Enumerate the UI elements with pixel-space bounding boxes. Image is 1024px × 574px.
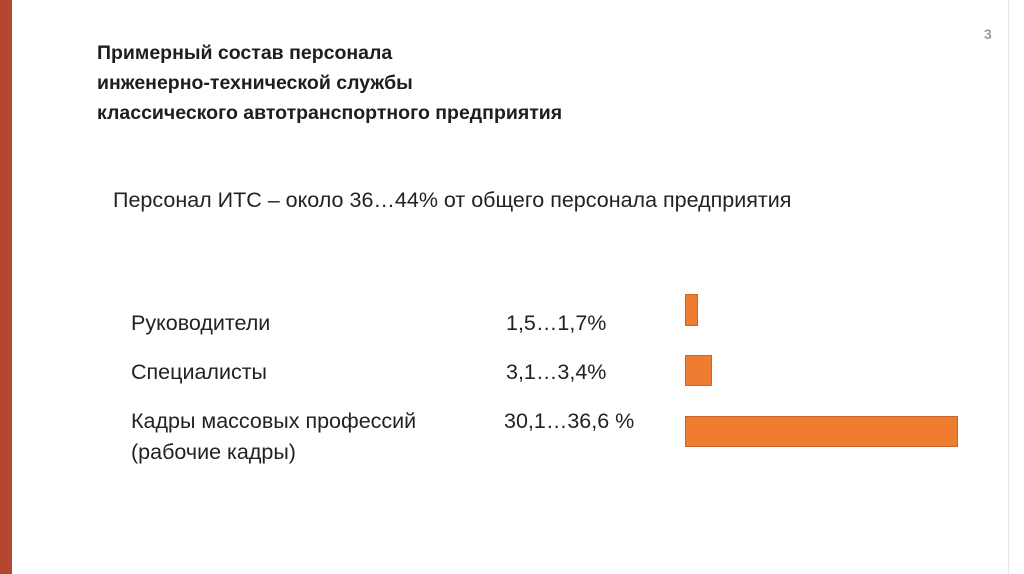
bar-specialists <box>685 355 712 386</box>
row-label-line-2: (рабочие кадры) <box>131 440 296 464</box>
row-label-line: Руководители <box>131 311 271 335</box>
row-label-managers: Руководители <box>131 308 270 339</box>
title-line-3: классического автотранспортного предприя… <box>97 102 563 124</box>
page-number: 3 <box>984 26 992 42</box>
right-divider-line <box>1008 0 1009 574</box>
title-line-2: инженерно-технической службы <box>97 72 413 94</box>
row-label-line-1: Кадры массовых профессий <box>131 409 417 433</box>
subtitle: Персонал ИТС – около 36…44% от общего пе… <box>113 188 792 212</box>
row-label-workers: Кадры массовых профессий (рабочие кадры) <box>131 406 416 468</box>
row-label-specialists: Специалисты <box>131 357 267 388</box>
bar-workers <box>685 416 958 447</box>
row-value-workers: 30,1…36,6 % <box>504 409 635 433</box>
row-label-line: Специалисты <box>131 360 268 384</box>
row-value-managers: 1,5…1,7% <box>506 311 607 335</box>
bar-managers <box>685 294 698 326</box>
title-line-1: Примерный состав персонала <box>97 42 393 64</box>
slide-title: Примерный состав персонала инженерно-тех… <box>97 38 562 128</box>
row-value-specialists: 3,1…3,4% <box>506 360 607 384</box>
left-accent-bar <box>0 0 12 574</box>
